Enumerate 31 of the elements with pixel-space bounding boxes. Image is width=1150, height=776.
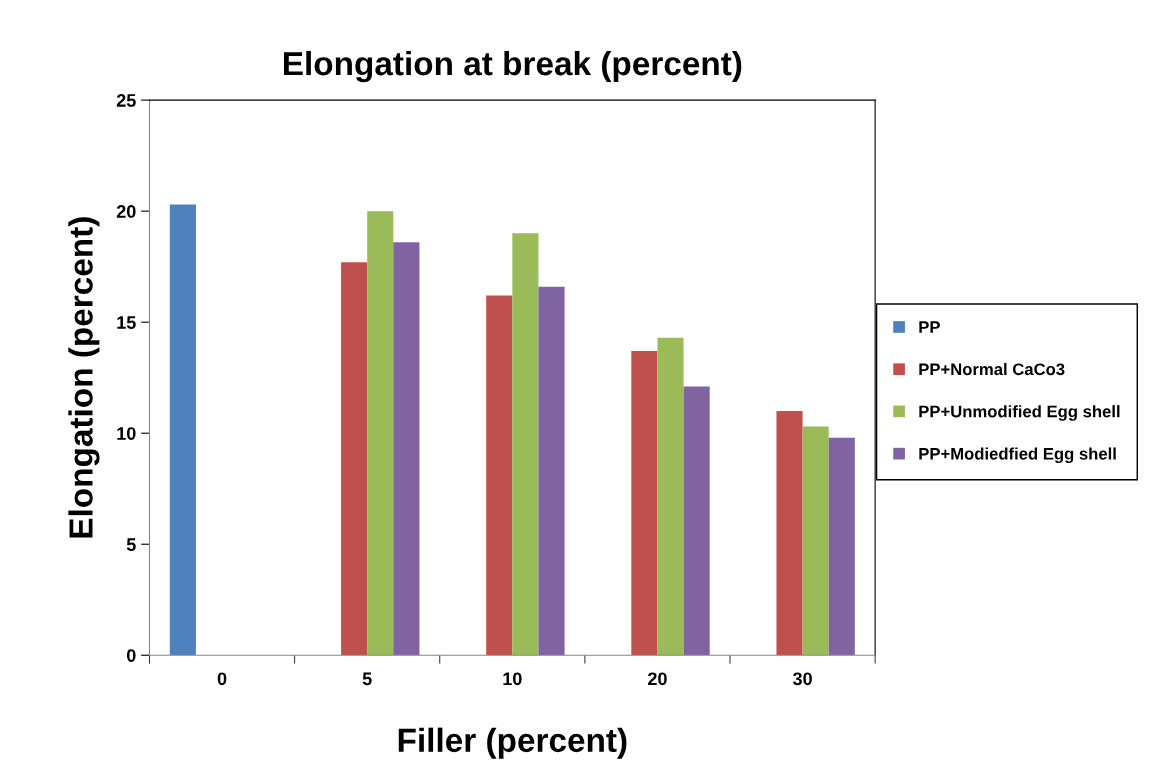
bar — [683, 386, 710, 656]
bar — [341, 262, 368, 656]
bar — [393, 242, 420, 656]
legend-label: PP — [919, 321, 940, 333]
bar — [486, 295, 513, 656]
bar — [367, 211, 394, 656]
bar — [828, 437, 855, 656]
bar — [776, 410, 803, 656]
x-axis-title: Filler (percent) — [398, 727, 627, 759]
legend-label: PP+Normal CaCo3 — [919, 362, 1065, 376]
y-tick-label: 5 — [126, 538, 136, 551]
x-tick-label: 0 — [217, 672, 227, 686]
y-tick-label: 0 — [126, 649, 136, 662]
legend-label: PP+Modiedfied Egg shell — [919, 447, 1116, 464]
y-tick-label: 25 — [116, 94, 136, 107]
chart-title: Elongation at break (percent) — [283, 50, 742, 83]
y-tick-label: 10 — [117, 427, 136, 440]
x-tick-label: 5 — [362, 672, 372, 686]
x-tick-label: 20 — [648, 672, 667, 686]
x-tick-label: 10 — [503, 672, 522, 686]
bar — [169, 204, 196, 656]
bar — [802, 426, 829, 656]
x-tick-label: 30 — [792, 672, 812, 686]
y-tick-label: 20 — [116, 205, 136, 218]
bar — [512, 233, 539, 656]
legend-label: PP+Unmodified Egg shell — [919, 405, 1120, 421]
y-tick-label: 15 — [117, 316, 136, 329]
bar — [657, 337, 684, 656]
y-axis-title: Elongation (percent) — [68, 217, 100, 538]
bar — [631, 351, 658, 656]
bar — [538, 286, 565, 656]
